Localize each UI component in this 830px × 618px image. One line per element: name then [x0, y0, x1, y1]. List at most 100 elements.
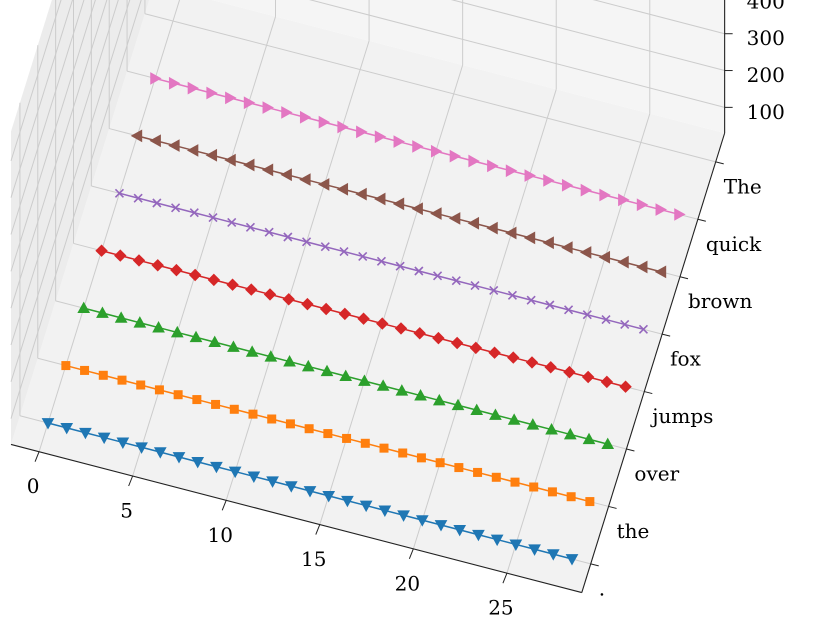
data-point-marker — [600, 375, 614, 389]
data-point-marker — [207, 273, 221, 287]
data-point-marker — [470, 281, 480, 291]
grid-line-z — [10, 0, 96, 272]
data-point-marker — [472, 529, 485, 542]
data-point-marker — [341, 495, 354, 508]
data-point-marker — [97, 432, 111, 445]
data-point-marker — [152, 198, 162, 208]
y-tick-mark — [715, 161, 724, 165]
data-point-marker — [357, 312, 370, 325]
floor-pane — [11, 0, 725, 593]
data-point-marker — [228, 466, 242, 479]
data-point-marker — [301, 297, 314, 311]
data-point-marker — [133, 316, 147, 328]
data-point-marker — [171, 203, 181, 213]
data-point-marker — [227, 340, 240, 352]
data-point-marker — [507, 351, 520, 364]
data-point-marker — [598, 250, 611, 264]
y-tick-label: over — [634, 462, 679, 486]
data-point-marker — [449, 149, 462, 163]
grid-line-z — [10, 0, 142, 419]
data-point-marker — [565, 554, 579, 566]
data-point-marker — [283, 232, 293, 242]
data-point-marker — [467, 216, 480, 230]
grid-line-z — [10, 0, 74, 198]
data-point-marker — [317, 178, 330, 191]
data-point-marker — [473, 467, 483, 477]
data-point-marker — [394, 322, 408, 335]
data-point-marker — [319, 302, 333, 316]
data-point-marker — [414, 389, 427, 401]
data-point-marker — [338, 307, 352, 321]
data-point-marker — [582, 432, 596, 445]
data-point-marker — [77, 301, 91, 314]
y-tick-mark — [679, 276, 689, 280]
data-point-marker — [135, 442, 148, 454]
data-point-marker — [524, 169, 536, 182]
grid-line-x — [319, 64, 464, 525]
data-point-marker — [243, 158, 255, 172]
data-point-marker — [392, 197, 405, 211]
data-point-marker — [582, 310, 592, 320]
data-point-marker — [580, 183, 593, 197]
x-tick-label: 20 — [395, 571, 420, 595]
data-point-marker — [358, 251, 368, 261]
x-tick-mark — [34, 451, 40, 462]
data-point-marker — [98, 370, 108, 380]
data-point-marker — [566, 492, 576, 502]
data-point-marker — [414, 266, 424, 276]
data-point-marker — [542, 236, 554, 250]
y-tick-mark — [662, 333, 671, 337]
data-point-marker — [561, 241, 573, 254]
y-tick-label: The — [724, 174, 762, 198]
tick-labels: 0 5 10 15 20 25. the over jumps fox brown quick The 1… — [27, 0, 785, 618]
grid-line-x — [506, 113, 651, 574]
data-point-marker — [342, 433, 352, 443]
data-point-marker — [114, 188, 124, 198]
data-point-marker — [378, 505, 392, 517]
data-point-marker — [579, 246, 592, 259]
grid-line-z — [308, 0, 725, 108]
data-point-marker — [617, 255, 629, 269]
data-point-marker — [507, 413, 521, 425]
data-point-marker — [454, 463, 464, 473]
x-tick-label: 25 — [488, 596, 513, 618]
data-point-marker — [376, 379, 390, 391]
data-point-marker — [433, 271, 443, 281]
data-point-marker — [469, 341, 483, 355]
data-point-marker — [339, 247, 349, 257]
data-point-marker — [245, 345, 259, 357]
data-point-marker — [545, 423, 558, 435]
data-point-marker — [210, 461, 223, 474]
data-point-marker — [470, 403, 484, 416]
data-point-marker — [430, 207, 442, 220]
series-layer — [41, 72, 686, 566]
data-point-marker — [618, 193, 630, 207]
x-axis-line — [10, 443, 582, 594]
data-point-marker — [563, 427, 577, 440]
data-point-marker — [224, 153, 236, 167]
data-point-marker — [133, 193, 143, 203]
data-point-marker — [544, 361, 557, 374]
data-point-marker — [379, 443, 389, 453]
data-point-marker — [489, 285, 499, 295]
data-point-marker — [188, 268, 202, 282]
x-tick-label: 0 — [27, 474, 40, 498]
data-point-marker — [453, 524, 467, 537]
series-. — [41, 418, 579, 566]
data-point-marker — [150, 72, 162, 85]
y-tick-label: brown — [688, 289, 753, 313]
data-point-marker — [132, 254, 146, 267]
series-quick — [150, 72, 686, 221]
data-point-marker — [208, 335, 222, 348]
data-point-marker — [302, 237, 312, 247]
data-point-marker — [320, 364, 334, 377]
data-point-marker — [601, 315, 611, 325]
data-point-marker — [359, 500, 373, 513]
data-point-marker — [206, 86, 218, 100]
y-tick-mark — [608, 505, 617, 509]
data-point-marker — [225, 91, 237, 105]
data-point-marker — [451, 276, 461, 286]
data-point-marker — [262, 101, 274, 114]
axis-lines — [10, 0, 726, 594]
